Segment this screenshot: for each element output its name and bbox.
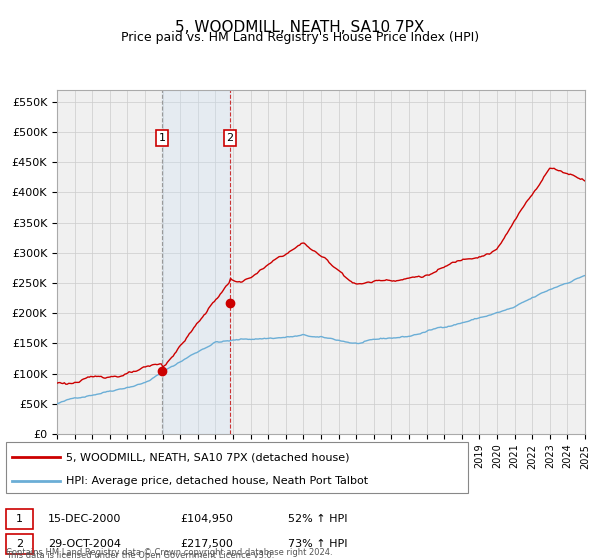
Text: This data is licensed under the Open Government Licence v3.0.: This data is licensed under the Open Gov… [6, 551, 274, 560]
FancyBboxPatch shape [6, 534, 33, 554]
Text: 2: 2 [16, 539, 23, 549]
Text: 1: 1 [16, 514, 23, 524]
Text: 5, WOODMILL, NEATH, SA10 7PX: 5, WOODMILL, NEATH, SA10 7PX [175, 20, 425, 35]
Text: HPI: Average price, detached house, Neath Port Talbot: HPI: Average price, detached house, Neat… [66, 475, 368, 486]
Text: 29-OCT-2004: 29-OCT-2004 [48, 539, 121, 549]
Text: 1: 1 [158, 133, 166, 143]
Text: Price paid vs. HM Land Registry's House Price Index (HPI): Price paid vs. HM Land Registry's House … [121, 31, 479, 44]
Text: Contains HM Land Registry data © Crown copyright and database right 2024.: Contains HM Land Registry data © Crown c… [6, 548, 332, 557]
Text: 5, WOODMILL, NEATH, SA10 7PX (detached house): 5, WOODMILL, NEATH, SA10 7PX (detached h… [66, 452, 349, 462]
Bar [162, 90, 230, 434]
Text: 15-DEC-2000: 15-DEC-2000 [48, 514, 121, 524]
Text: 73% ↑ HPI: 73% ↑ HPI [288, 539, 347, 549]
Text: 2: 2 [226, 133, 233, 143]
FancyBboxPatch shape [6, 442, 468, 493]
FancyBboxPatch shape [6, 510, 33, 529]
Text: £104,950: £104,950 [180, 514, 233, 524]
Text: £217,500: £217,500 [180, 539, 233, 549]
Text: 52% ↑ HPI: 52% ↑ HPI [288, 514, 347, 524]
